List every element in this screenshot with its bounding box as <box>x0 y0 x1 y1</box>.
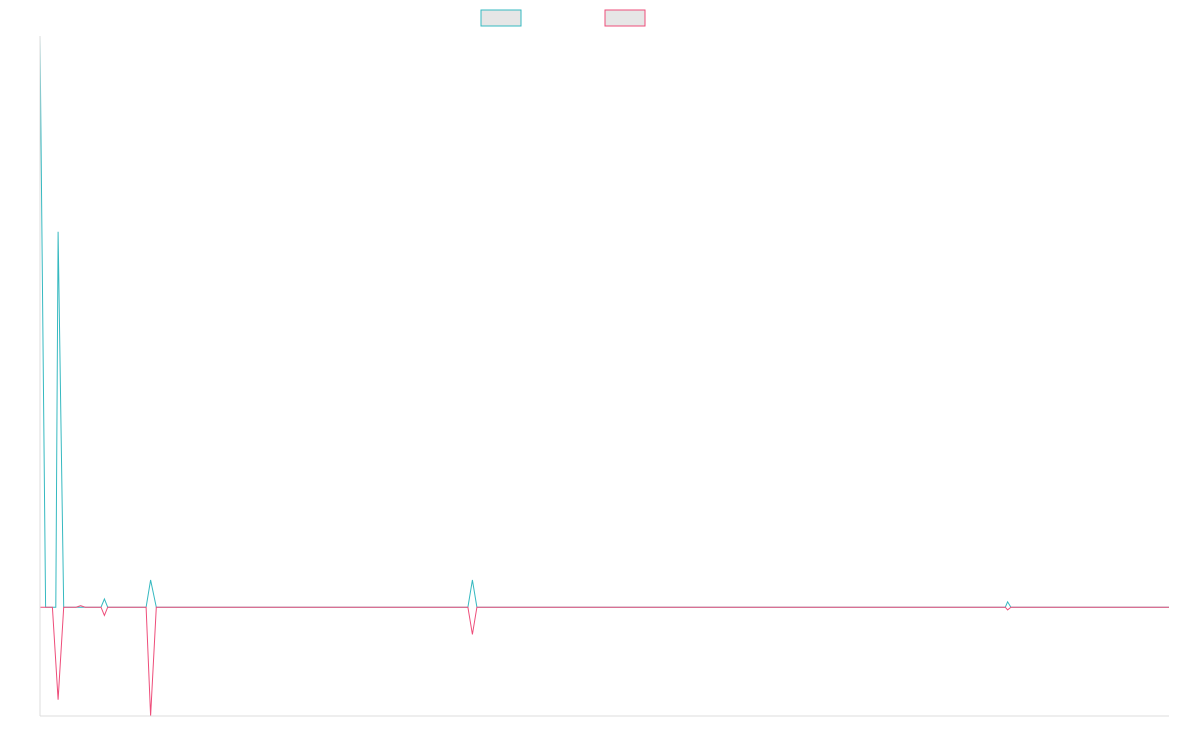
legend-swatch-series-2[interactable] <box>604 9 646 27</box>
series-line-2 <box>40 605 1169 717</box>
plot-area <box>39 35 1169 717</box>
legend-swatch-series-1[interactable] <box>480 9 522 27</box>
series-line-1 <box>39 35 1169 608</box>
legend <box>480 9 646 27</box>
